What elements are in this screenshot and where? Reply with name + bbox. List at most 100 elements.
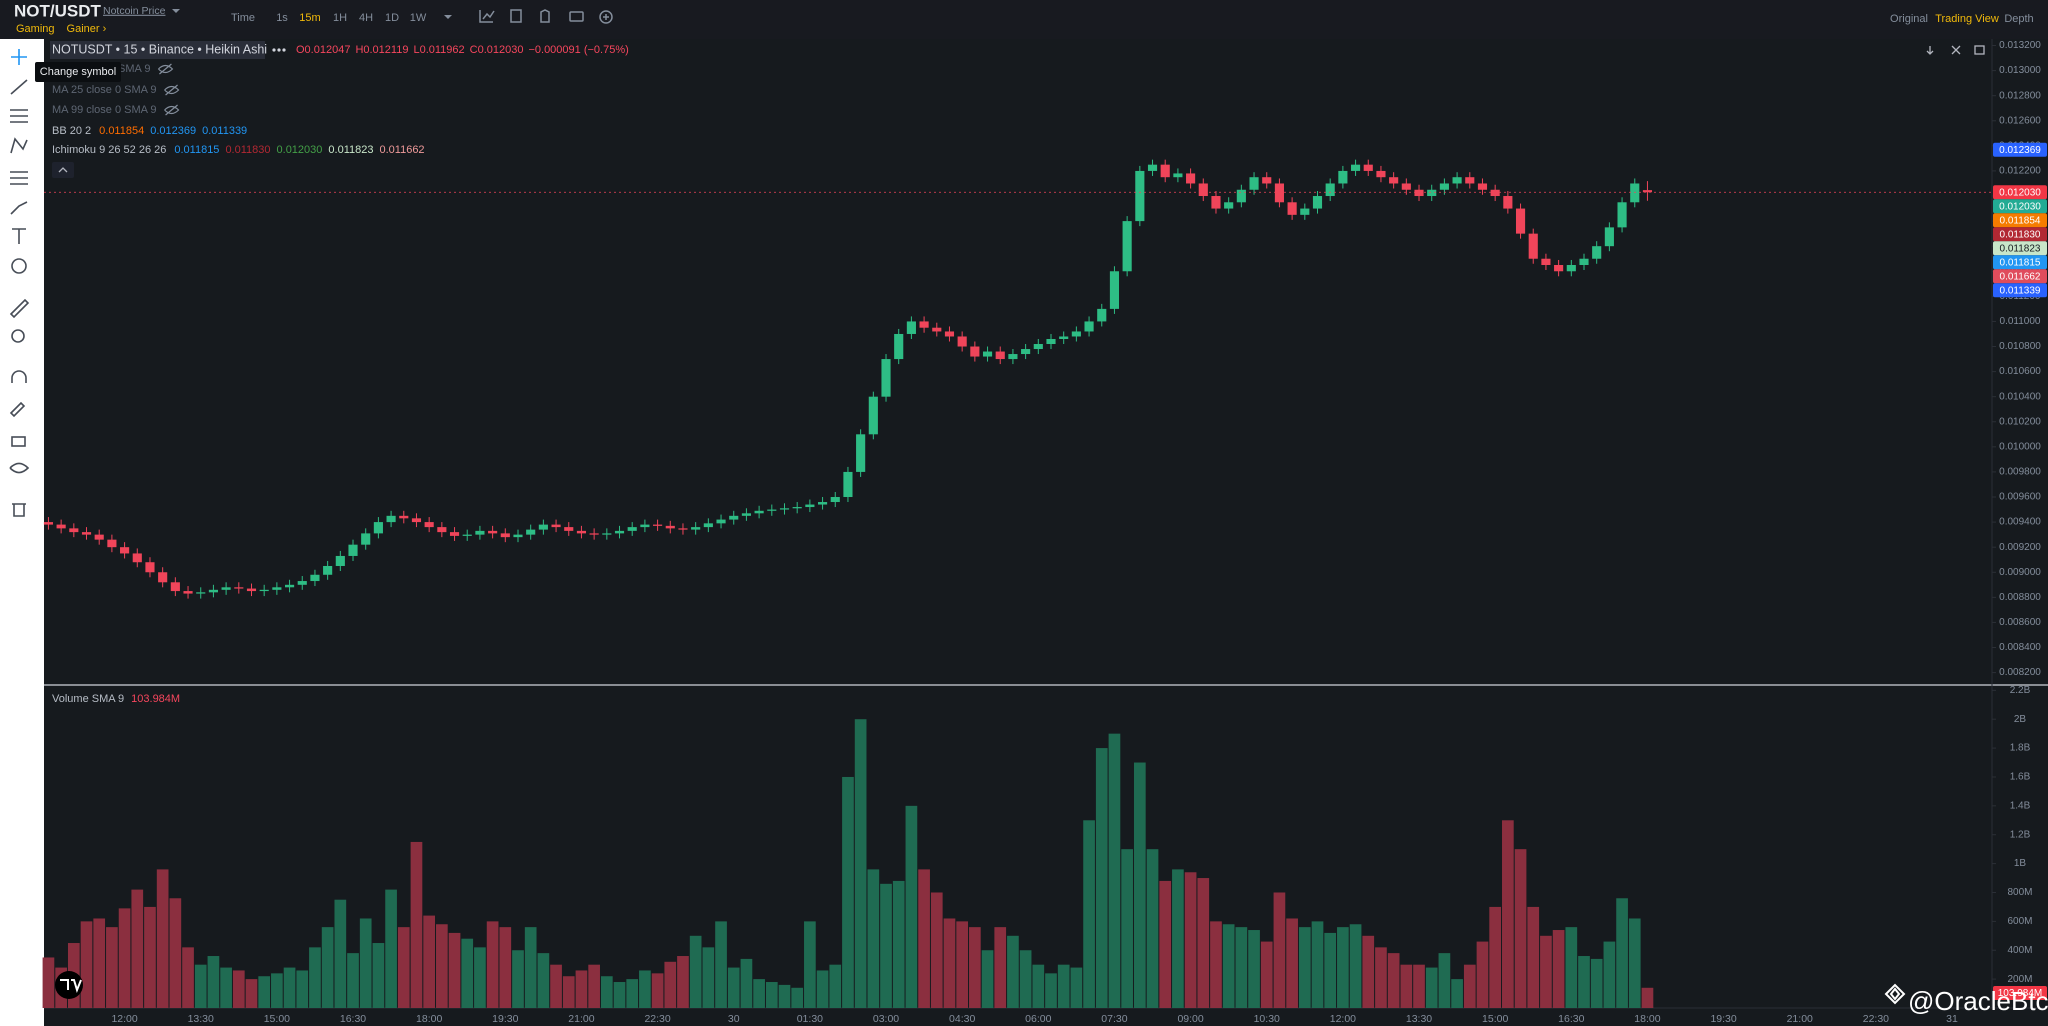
top-bar bbox=[0, 0, 2048, 39]
volume-bar bbox=[854, 719, 867, 1008]
volume-bar bbox=[778, 984, 791, 1008]
indicator-icon[interactable] bbox=[479, 10, 495, 23]
volume-bar bbox=[1311, 921, 1324, 1008]
candle-body bbox=[805, 504, 815, 508]
volume-bar bbox=[930, 892, 943, 1008]
more-button[interactable] bbox=[272, 48, 286, 52]
candle-body bbox=[488, 530, 498, 534]
volume-bar bbox=[1210, 921, 1222, 1008]
symbol-name[interactable]: Notcoin Price bbox=[103, 5, 166, 17]
scroll-button[interactable] bbox=[1926, 46, 1934, 55]
volume-bar bbox=[347, 953, 359, 1008]
volume-y-tick-label: 1.8B bbox=[2010, 743, 2031, 754]
add-icon-plus[interactable] bbox=[603, 14, 609, 20]
drawing-tools bbox=[9, 49, 30, 517]
candle-body bbox=[817, 502, 828, 505]
eye-hidden-icon[interactable] bbox=[164, 84, 180, 96]
volume-bar bbox=[118, 908, 131, 1008]
ruler-tool[interactable] bbox=[9, 298, 30, 319]
tag[interactable]: Gaming bbox=[16, 23, 55, 35]
y-tick-label: 0.009400 bbox=[1999, 517, 2041, 528]
symbol[interactable]: NOT/USDT bbox=[14, 1, 102, 20]
volume-bar bbox=[1425, 967, 1438, 1008]
layout-icon[interactable] bbox=[540, 9, 550, 23]
zoom-tool[interactable] bbox=[11, 329, 25, 343]
candle-body bbox=[1173, 173, 1183, 178]
volume-bar bbox=[194, 964, 207, 1008]
dropdown-arrow[interactable] bbox=[172, 9, 180, 13]
view-tab[interactable]: Original bbox=[1890, 13, 1928, 25]
legend-ohlc: L0.011962 bbox=[413, 44, 464, 56]
volume-bar bbox=[1565, 927, 1578, 1008]
collapse-button[interactable] bbox=[52, 162, 74, 178]
candle-body bbox=[729, 515, 739, 520]
tag[interactable]: Gainer › bbox=[67, 23, 107, 35]
indicator-label[interactable]: MA 99 close 0 SMA 9 bbox=[52, 104, 157, 116]
crosshair-tool[interactable] bbox=[11, 49, 27, 65]
magnet-tool[interactable] bbox=[11, 370, 27, 383]
x-tick-label: 18:00 bbox=[416, 1013, 442, 1025]
volume-bar bbox=[969, 927, 981, 1008]
candle-body bbox=[272, 587, 282, 590]
interval-button[interactable]: Time bbox=[231, 12, 255, 24]
candle-body bbox=[589, 533, 599, 535]
emoji-tool[interactable] bbox=[11, 258, 27, 274]
volume-bar bbox=[169, 898, 182, 1008]
volume-bar bbox=[740, 958, 753, 1008]
visibility-tool[interactable] bbox=[9, 462, 30, 474]
lines-tool[interactable] bbox=[10, 109, 28, 123]
indicator-label[interactable]: BB 20 2 bbox=[52, 125, 91, 137]
brush-tool[interactable] bbox=[10, 201, 28, 215]
interval-button[interactable]: 4H bbox=[359, 12, 373, 24]
candle-body bbox=[741, 513, 751, 516]
view-tab[interactable]: Trading View bbox=[1935, 13, 1999, 25]
volume-y-tick-label: 800M bbox=[2007, 887, 2032, 898]
trend-line-tool[interactable] bbox=[10, 79, 28, 95]
volume-bar bbox=[537, 953, 550, 1008]
pattern-tool[interactable] bbox=[10, 137, 28, 154]
price-tag bbox=[1993, 185, 2047, 200]
volume-bar bbox=[1298, 927, 1311, 1008]
fib-tool[interactable] bbox=[10, 171, 28, 185]
volume-bar bbox=[448, 932, 461, 1008]
eye-hidden-icon[interactable] bbox=[164, 104, 180, 116]
candle-body bbox=[830, 497, 840, 503]
camera-icon[interactable] bbox=[569, 11, 584, 22]
volume-bar bbox=[144, 906, 156, 1008]
interval-button[interactable]: 1s bbox=[276, 12, 288, 24]
volume-bar bbox=[1083, 820, 1095, 1008]
interval-button[interactable]: 1W bbox=[410, 12, 427, 24]
delete-tool[interactable] bbox=[12, 503, 26, 517]
candle-body bbox=[94, 534, 104, 540]
interval-button[interactable]: 1D bbox=[385, 12, 399, 24]
eye-hidden-icon[interactable] bbox=[158, 63, 174, 75]
volume-bar bbox=[499, 927, 512, 1008]
candle-body bbox=[944, 331, 955, 337]
interval-dropdown[interactable] bbox=[444, 15, 452, 19]
volume-bar bbox=[943, 918, 956, 1008]
volume-bar bbox=[1413, 964, 1425, 1008]
candle-body bbox=[995, 351, 1005, 360]
volume-bar bbox=[842, 776, 854, 1008]
lock-tool[interactable] bbox=[11, 436, 26, 447]
candle-body bbox=[1338, 170, 1348, 184]
template-icon[interactable] bbox=[510, 9, 522, 23]
add-icon[interactable] bbox=[599, 10, 613, 24]
candle-body bbox=[1465, 177, 1475, 184]
indicator-label[interactable]: MA 25 close 0 SMA 9 bbox=[52, 84, 157, 96]
close-button[interactable] bbox=[1951, 45, 1961, 55]
volume-bar bbox=[524, 927, 537, 1008]
interval-button[interactable]: 15m bbox=[299, 12, 320, 24]
legend-title[interactable]: NOTUSDT • 15 • Binance • Heikin Ashi bbox=[52, 42, 267, 56]
indicator-label[interactable]: Ichimoku 9 26 52 26 26 bbox=[52, 144, 166, 156]
x-tick-label: 15:00 bbox=[1482, 1013, 1508, 1025]
interval-button[interactable]: 1H bbox=[333, 12, 347, 24]
x-tick-label: 18:00 bbox=[1634, 1013, 1660, 1025]
lock-draw-tool[interactable] bbox=[9, 401, 26, 418]
y-tick-label: 0.010600 bbox=[1999, 366, 2041, 377]
maximize-button[interactable] bbox=[1974, 45, 1985, 55]
text-tool[interactable] bbox=[12, 228, 26, 244]
view-tab[interactable]: Depth bbox=[2004, 13, 2033, 25]
